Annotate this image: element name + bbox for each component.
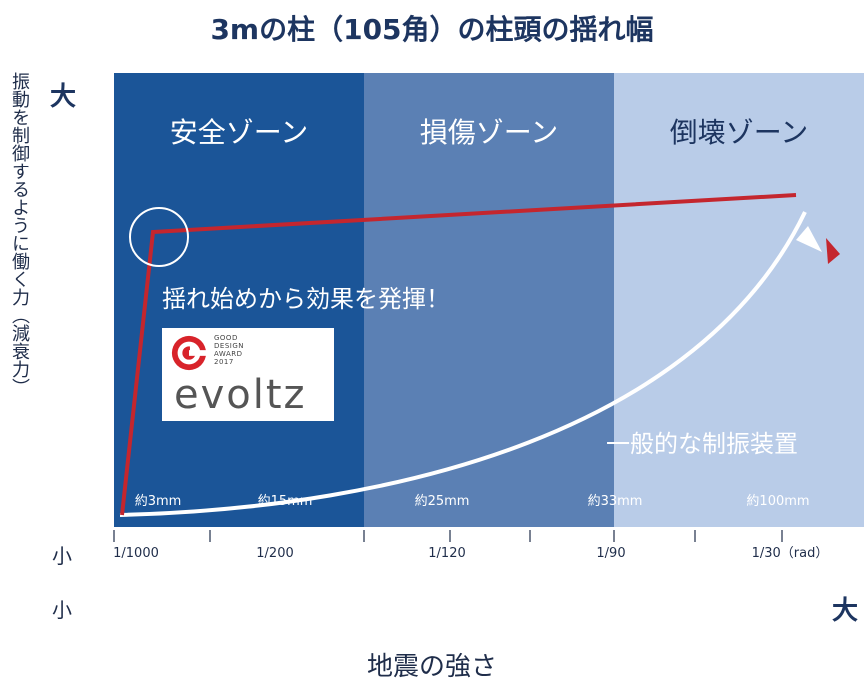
displacement-label: 約3mm [135, 494, 182, 509]
evoltz-wordmark: evoltz [174, 372, 307, 418]
displacement-label: 約25mm [415, 494, 470, 509]
y-axis-label: 振動を制御するように働く力（減衰力） [9, 72, 30, 396]
zone-collapse [614, 73, 864, 527]
zone-safe [114, 73, 364, 527]
good-design-g-mark-icon [171, 335, 208, 371]
red-arrowhead [826, 238, 840, 264]
zone-collapse-label: 倒壊ゾーン [670, 116, 809, 149]
series-general-damper-line [119, 211, 807, 517]
series-general-damper-label: 一般的な制振装置 [606, 430, 798, 458]
x-tick-label: 1/30（rad） [752, 546, 829, 561]
series-evoltz-line [120, 193, 797, 516]
zone-damage-label: 損傷ゾーン [420, 116, 559, 149]
x-tick-label: 1/1000 [113, 546, 159, 561]
y-axis-top-label: 大 [50, 82, 77, 112]
white-arrowhead [796, 226, 822, 252]
displacement-label: 約100mm [746, 494, 809, 509]
x-tick-label: 1/200 [256, 546, 293, 561]
x-tick-label: 1/120 [428, 546, 465, 561]
x-axis-right-label: 大 [832, 596, 859, 626]
x-axis-label: 地震の強さ [366, 652, 497, 682]
zone-safe-label: 安全ゾーン [170, 116, 309, 149]
x-tick-label: 1/90 [596, 546, 625, 561]
x-axis-left-label: 小 [52, 598, 72, 622]
chart-title: 3mの柱（105角）の柱頭の揺れ幅 [210, 13, 654, 46]
start-highlight-circle [129, 207, 189, 267]
good-design-award-text: GOOD DESIGN AWARD 2017 [214, 334, 244, 366]
annotation-text: 揺れ始めから効果を発揮！ [162, 285, 450, 313]
y-axis-bottom-label: 小 [52, 544, 72, 568]
good-design-evoltz-logo: GOOD DESIGN AWARD 2017 evoltz [162, 328, 334, 421]
zone-damage [364, 73, 614, 527]
displacement-label: 約33mm [588, 494, 643, 509]
